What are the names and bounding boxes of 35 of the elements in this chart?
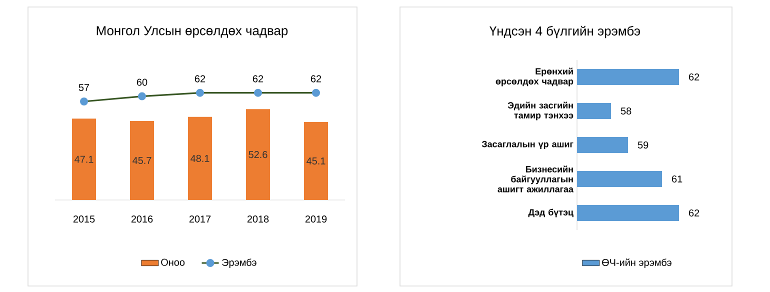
data-label: 62 — [194, 75, 206, 82]
chart-title: Монгол Улсын өрсөлдөх чадвар — [96, 26, 288, 38]
y-tick-label: Дэд бүтэц — [528, 208, 574, 218]
bar — [304, 122, 328, 200]
data-label: 59 — [638, 141, 648, 149]
legend-label: Эрэмбэ — [222, 258, 256, 268]
data-label: 62 — [689, 73, 700, 81]
data-label: 57 — [78, 84, 90, 91]
data-label: 62 — [252, 75, 264, 82]
data-label: 58 — [620, 107, 632, 115]
y-tick-label: Бизнесийн байгууллагын ашигт ажиллагаа — [498, 166, 574, 192]
data-label: 62 — [310, 75, 322, 82]
data-label: 47.1 — [74, 156, 94, 163]
y-tick-label: Ерөнхий өрсөлдөх чадвар — [496, 68, 574, 86]
x-tick-label: 2019 — [305, 216, 327, 223]
data-label: 52.6 — [248, 151, 268, 158]
bar — [130, 121, 154, 200]
x-tick-label: 2017 — [189, 216, 211, 223]
legend-label: Оноо — [161, 258, 185, 266]
bar — [246, 109, 270, 200]
legend-label: ӨЧ-ийн эрэмбэ — [602, 258, 672, 268]
bar — [188, 116, 212, 200]
y-tick-label: Засаглалын үр ашиг — [482, 140, 574, 150]
data-label: 60 — [136, 78, 148, 86]
data-label: 62 — [689, 209, 700, 217]
data-label: 61 — [672, 175, 682, 183]
x-tick-label: 2018 — [247, 216, 269, 223]
data-label: 48.1 — [190, 154, 210, 162]
y-tick-label: Эдийн засгийн тамир тэнхээ — [508, 102, 574, 120]
bar — [72, 118, 96, 200]
data-label: 45.7 — [132, 157, 152, 164]
chart-title: Үндсэн 4 бүлгийн эрэмбэ — [490, 26, 640, 38]
data-label: 45.1 — [306, 158, 326, 164]
x-tick-label: 2015 — [73, 216, 95, 223]
x-tick-label: 2016 — [131, 216, 153, 223]
